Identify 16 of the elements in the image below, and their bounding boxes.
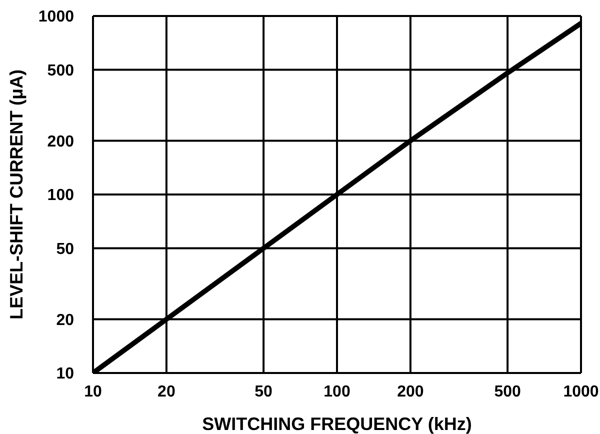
x-tick-label: 1000	[563, 383, 599, 400]
x-axis-title: SWITCHING FREQUENCY (kHz)	[202, 414, 472, 434]
x-tick-label: 500	[494, 383, 521, 400]
y-tick-label: 10	[56, 366, 74, 383]
x-tick-label: 200	[397, 383, 424, 400]
y-tick-label: 50	[56, 240, 74, 258]
y-axis-title: LEVEL-SHIFT CURRENT (μA)	[6, 70, 26, 320]
x-tick-label: 20	[158, 383, 176, 400]
y-tick-label: 20	[56, 312, 74, 329]
y-tick-label: 100	[47, 187, 74, 204]
y-tick-label: 500	[47, 62, 74, 80]
x-tick-label: 50	[254, 383, 273, 400]
y-tick-label: 200	[47, 133, 74, 150]
x-tick-label: 100	[324, 383, 350, 400]
y-tick-label: 1000	[38, 8, 74, 26]
x-tick-label: 10	[84, 383, 102, 400]
